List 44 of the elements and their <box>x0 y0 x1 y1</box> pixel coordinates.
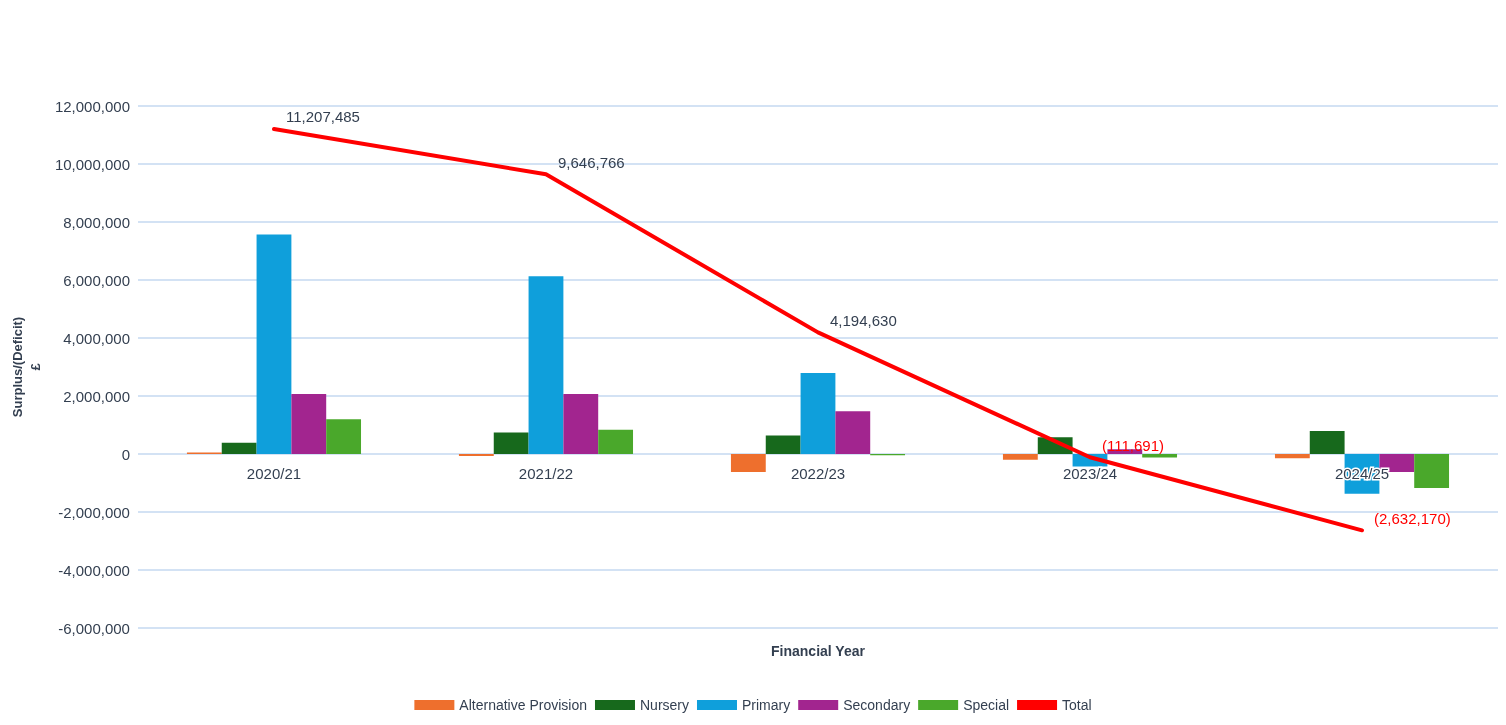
x-tick-label: 2020/21 <box>246 465 302 482</box>
y-tick-label: 8,000,000 <box>63 213 130 231</box>
x-tick-label: 2023/24 <box>1062 465 1118 482</box>
data-label: 11,207,485 <box>285 108 360 126</box>
legend-label: Secondary <box>843 697 911 713</box>
bar <box>1002 454 1038 460</box>
x-tick-label: 2022/23 <box>790 465 846 482</box>
bar <box>291 393 327 454</box>
y-tick-label: 12,000,000 <box>54 97 130 115</box>
bar <box>835 411 871 454</box>
bar <box>221 442 257 454</box>
y-tick-label: 0 <box>121 445 130 463</box>
y-tick-label: -2,000,000 <box>58 503 130 521</box>
bar <box>493 432 529 454</box>
y-tick-label: 6,000,000 <box>63 271 130 289</box>
bar <box>326 419 362 454</box>
data-label: 9,646,766 <box>557 153 625 171</box>
legend-label: Special <box>963 697 1010 713</box>
bar <box>256 234 292 454</box>
bar <box>800 373 836 454</box>
legend-label: Alternative Provision <box>459 697 587 713</box>
data-label: (111,691) <box>1101 436 1164 454</box>
bar <box>598 429 634 454</box>
y-tick-label: 4,000,000 <box>63 329 130 347</box>
bar <box>1274 454 1310 459</box>
x-tick-label: 2021/22 <box>518 465 574 482</box>
bar <box>1309 431 1345 454</box>
legend-label: Total <box>1062 697 1092 713</box>
bar <box>458 454 494 457</box>
y-tick-label: 2,000,000 <box>63 387 130 405</box>
y-tick-label: -6,000,000 <box>58 619 130 637</box>
legend-label: Primary <box>741 697 791 713</box>
data-label: (2,632,170) <box>1374 509 1451 527</box>
data-label: 4,194,630 <box>829 311 897 329</box>
bar <box>730 454 766 472</box>
bar <box>528 276 564 454</box>
x-axis-title: Financial Year <box>771 643 866 659</box>
bar <box>1414 454 1450 488</box>
y-tick-label: -4,000,000 <box>58 561 130 579</box>
legend-label: Nursery <box>639 697 689 713</box>
bar <box>765 435 801 454</box>
bar <box>563 393 599 454</box>
y-tick-label: 10,000,000 <box>54 155 130 173</box>
y-axis-title: Surplus/(Deficit) £ <box>9 316 43 418</box>
